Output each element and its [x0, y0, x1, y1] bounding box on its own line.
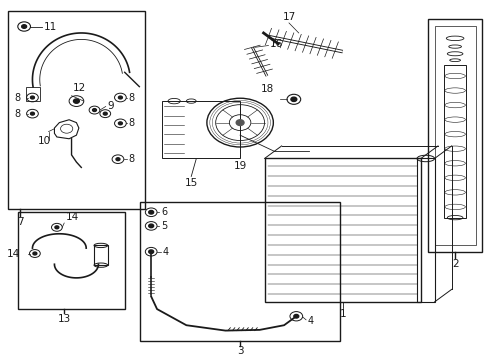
Bar: [26, 87, 40, 101]
Circle shape: [116, 158, 120, 161]
Circle shape: [119, 96, 122, 99]
Bar: [162, 101, 240, 158]
Text: 1: 1: [340, 309, 346, 319]
Circle shape: [149, 250, 154, 253]
Text: 8: 8: [129, 93, 135, 103]
Text: 19: 19: [234, 161, 247, 171]
Text: 16: 16: [270, 40, 283, 49]
Circle shape: [291, 97, 297, 102]
Circle shape: [22, 25, 26, 28]
Circle shape: [33, 252, 37, 255]
Text: 8: 8: [14, 109, 20, 119]
Circle shape: [119, 122, 122, 125]
Text: 15: 15: [185, 178, 198, 188]
Text: 5: 5: [161, 221, 167, 231]
Bar: [94, 246, 108, 265]
Circle shape: [55, 226, 59, 229]
Text: 12: 12: [73, 83, 86, 93]
Text: 6: 6: [161, 207, 167, 217]
Bar: [140, 202, 340, 341]
Text: 4: 4: [163, 247, 169, 257]
Circle shape: [30, 112, 34, 115]
Circle shape: [74, 99, 79, 103]
Text: 17: 17: [282, 12, 295, 22]
Text: 18: 18: [261, 84, 274, 94]
Circle shape: [149, 224, 154, 228]
Text: 10: 10: [37, 136, 50, 146]
Text: 11: 11: [44, 22, 57, 32]
Bar: [18, 212, 125, 309]
Text: 7: 7: [17, 217, 24, 226]
Text: 14: 14: [66, 212, 79, 222]
Text: 2: 2: [452, 259, 459, 269]
Circle shape: [236, 120, 244, 126]
Text: 14: 14: [7, 248, 20, 258]
Circle shape: [30, 96, 34, 99]
Bar: [8, 12, 145, 209]
Bar: [435, 26, 476, 244]
Text: 8: 8: [129, 118, 135, 128]
Bar: [444, 65, 466, 218]
Text: 3: 3: [237, 346, 244, 356]
Circle shape: [149, 211, 154, 214]
Text: 8: 8: [14, 93, 20, 103]
Bar: [265, 158, 421, 302]
Circle shape: [93, 109, 97, 112]
Text: 8: 8: [129, 154, 135, 164]
Bar: [417, 158, 435, 302]
Circle shape: [294, 315, 299, 318]
Bar: [428, 19, 482, 252]
Text: 13: 13: [58, 314, 71, 324]
Text: 9: 9: [107, 102, 114, 112]
Text: 4: 4: [308, 316, 314, 325]
Circle shape: [103, 112, 107, 115]
